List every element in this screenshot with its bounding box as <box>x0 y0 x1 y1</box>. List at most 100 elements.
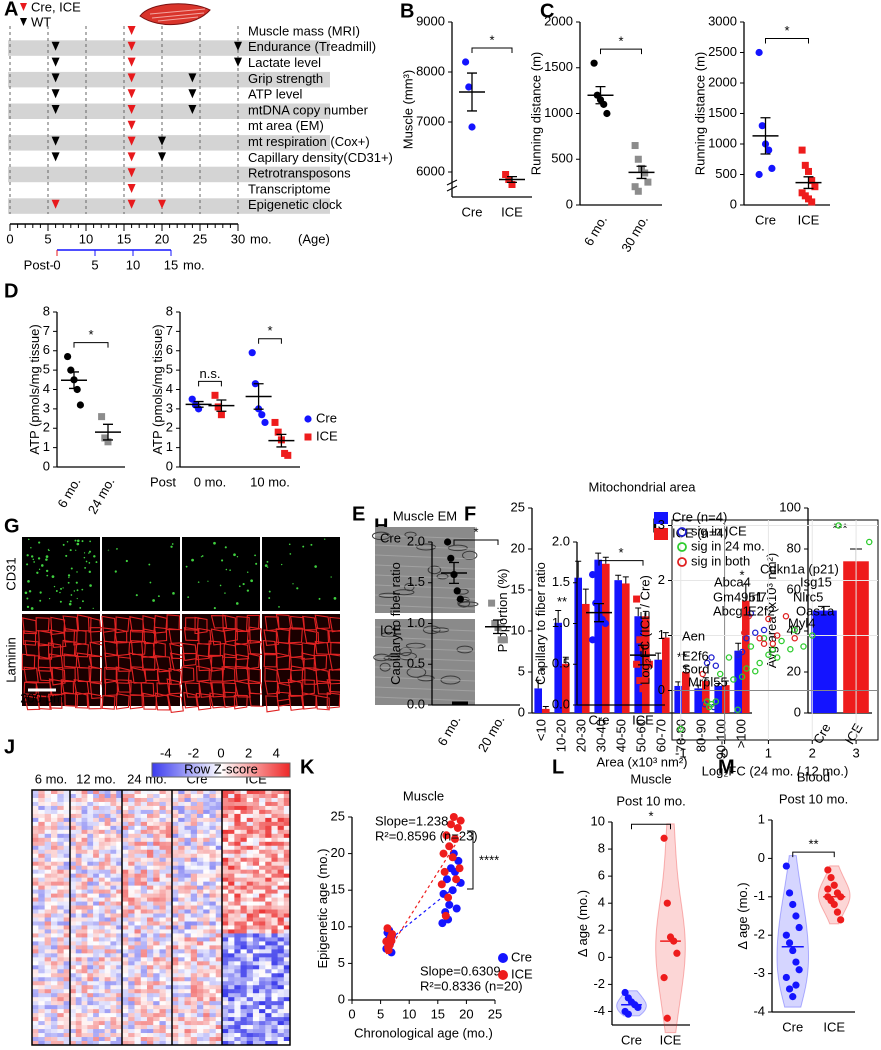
heat-cell <box>70 997 76 1001</box>
heat-cell <box>110 846 116 850</box>
heat-cell <box>234 830 240 834</box>
heat-cell <box>76 894 82 898</box>
heat-cell <box>105 886 111 890</box>
marker <box>128 121 136 130</box>
heat-cell <box>110 1033 116 1037</box>
heat-cell <box>51 858 58 862</box>
heat-cell <box>203 854 210 858</box>
heat-cell <box>70 949 76 953</box>
heat-cell <box>203 1033 210 1037</box>
y-tick-label: 500 <box>551 151 573 166</box>
heat-cell <box>135 854 142 858</box>
data-point <box>635 156 642 163</box>
data-point <box>456 864 464 872</box>
heat-cell <box>172 1009 179 1013</box>
heat-cell <box>160 989 167 993</box>
heat-cell <box>32 862 39 866</box>
heat-cell <box>32 933 39 937</box>
heat-cell <box>191 937 198 941</box>
heat-cell <box>105 1013 111 1017</box>
heat-cell <box>271 798 277 802</box>
heat-cell <box>222 914 228 918</box>
heat-cell <box>45 945 52 949</box>
y-tick-label: 7 <box>166 323 173 338</box>
heat-cell <box>228 969 234 973</box>
heat-cell <box>93 846 99 850</box>
heat-cell <box>191 858 198 862</box>
heat-cell <box>278 1001 284 1005</box>
heat-cell <box>271 854 277 858</box>
heat-cell <box>259 886 265 890</box>
heat-cell <box>45 846 52 850</box>
heat-cell <box>147 985 154 989</box>
heat-cell <box>241 902 247 906</box>
legend-marker <box>498 970 508 980</box>
post-tick-label: 5 <box>91 257 98 272</box>
heat-cell <box>32 997 39 1001</box>
heat-cell <box>153 814 160 818</box>
heat-cell <box>82 870 88 874</box>
heat-cell <box>185 953 192 957</box>
heat-cell <box>228 814 234 818</box>
y-tick-label: 0 <box>730 196 737 211</box>
heat-cell <box>178 1005 185 1009</box>
x-tick-label: Cre <box>462 204 483 219</box>
heat-cell <box>70 1025 76 1029</box>
heat-cell <box>271 886 277 890</box>
marker <box>128 26 136 35</box>
heat-cell <box>128 921 135 925</box>
heat-cell <box>135 870 142 874</box>
x-unit: mo. <box>250 231 272 246</box>
heat-cell <box>259 965 265 969</box>
heat-cell <box>160 957 167 961</box>
heat-cell <box>32 854 39 858</box>
chart-title: Mitochondrial area <box>589 479 697 494</box>
heat-cell <box>253 925 259 929</box>
heat-cell <box>234 886 240 890</box>
heat-cell <box>128 965 135 969</box>
y-tick-label: 0 <box>794 704 801 719</box>
heat-cell <box>191 830 198 834</box>
heat-cell <box>141 953 148 957</box>
heat-cell <box>178 1025 185 1029</box>
heat-cell <box>185 874 192 878</box>
heat-cell <box>247 949 253 953</box>
heat-cell <box>234 961 240 965</box>
heat-cell <box>110 850 116 854</box>
heat-cell <box>241 1009 247 1013</box>
heat-cell <box>135 989 142 993</box>
heat-cell <box>222 949 228 953</box>
heat-cell <box>253 957 259 961</box>
cd31-signal <box>89 541 91 543</box>
heat-cell <box>57 929 64 933</box>
x-tick-label: 0 <box>6 231 13 246</box>
y-tick-label: 1.5 <box>552 574 570 589</box>
heat-cell <box>70 878 76 882</box>
heat-cell <box>222 1005 228 1009</box>
heat-cell <box>265 874 271 878</box>
x-tick-label: 0 mo. <box>194 474 227 489</box>
heat-cell <box>259 1009 265 1013</box>
heat-cell <box>70 965 76 969</box>
heat-cell <box>32 850 39 854</box>
heat-cell <box>99 993 105 997</box>
heat-cell <box>203 902 210 906</box>
cd31-signal <box>172 543 174 545</box>
heat-cell <box>241 830 247 834</box>
heat-cell <box>141 949 148 953</box>
heat-cell <box>197 945 204 949</box>
heat-cell <box>172 830 179 834</box>
heat-cell <box>228 941 234 945</box>
heat-cell <box>110 914 116 918</box>
heat-cell <box>271 981 277 985</box>
heat-cell <box>259 933 265 937</box>
heat-cell <box>153 949 160 953</box>
heat-cell <box>222 957 228 961</box>
heat-cell <box>32 945 39 949</box>
heat-cell <box>259 818 265 822</box>
x-axis-label: Chronological age (mo.) <box>354 1025 493 1040</box>
heat-cell <box>70 834 76 838</box>
heat-cell <box>153 921 160 925</box>
heat-cell <box>122 1033 129 1037</box>
y-tick-label: 1.0 <box>407 615 425 630</box>
